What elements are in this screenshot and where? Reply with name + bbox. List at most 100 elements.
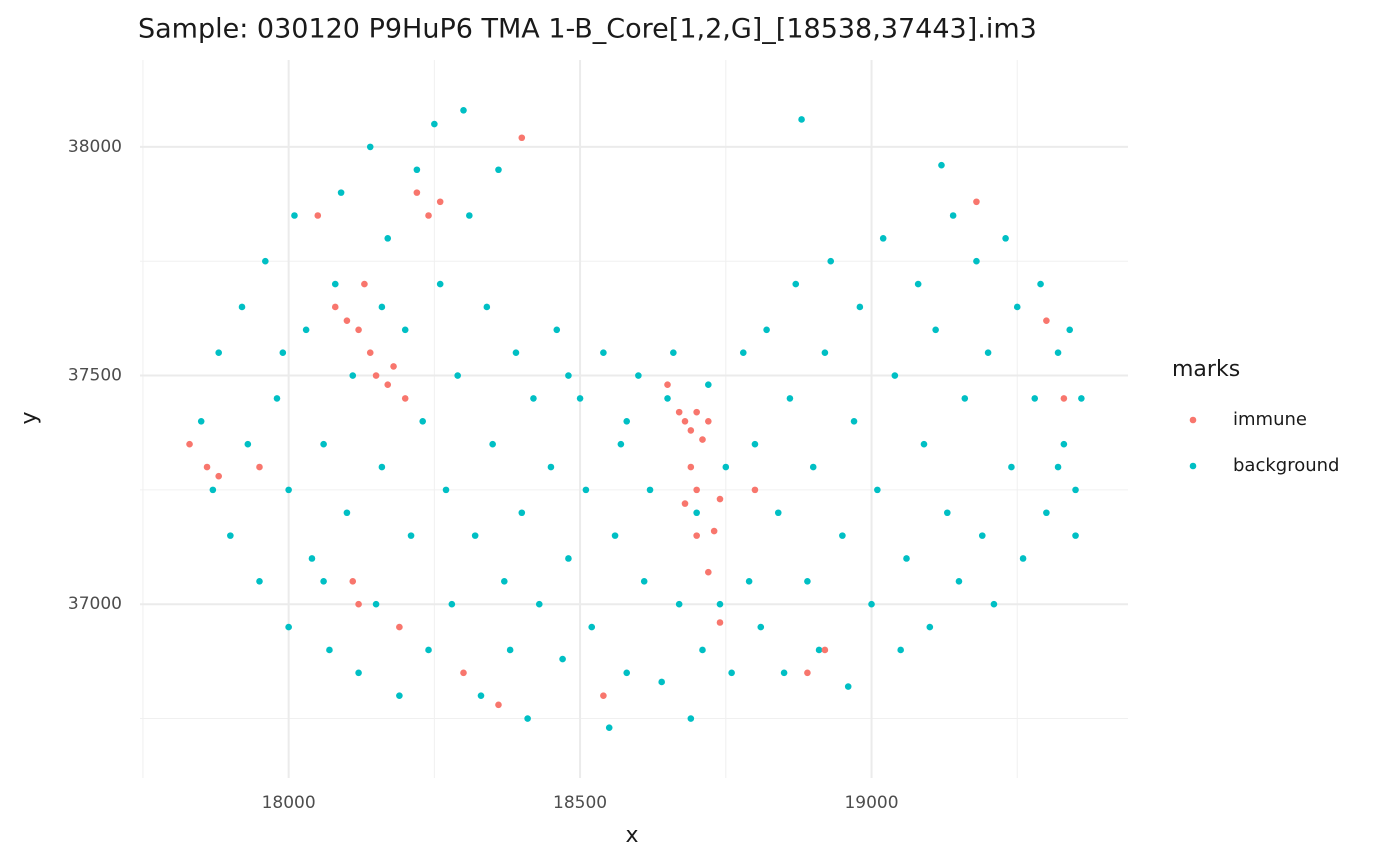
point — [460, 107, 467, 114]
point — [961, 395, 969, 402]
legend-title: marks — [1172, 357, 1240, 382]
point — [658, 678, 665, 686]
point — [1072, 532, 1079, 539]
point — [588, 623, 596, 631]
point — [279, 349, 287, 356]
point — [186, 440, 193, 448]
point — [1002, 235, 1009, 242]
legend-label: immune — [1233, 409, 1307, 430]
point — [1008, 463, 1015, 471]
point — [699, 436, 706, 443]
y-tick-label: 38000 — [68, 137, 122, 157]
point — [739, 349, 747, 356]
y-tick-label: 37500 — [68, 366, 122, 386]
point — [1054, 463, 1062, 471]
point — [471, 532, 479, 539]
point — [413, 166, 421, 174]
point — [699, 646, 706, 654]
point — [897, 646, 904, 654]
point — [413, 189, 421, 196]
x-tick-label: 18500 — [553, 793, 607, 813]
point — [745, 578, 753, 585]
point — [600, 349, 607, 356]
point — [308, 555, 316, 562]
point — [903, 555, 910, 562]
point — [973, 198, 980, 206]
point — [1054, 349, 1062, 356]
point — [337, 189, 345, 196]
point — [757, 623, 765, 631]
point — [203, 463, 211, 471]
point — [804, 669, 811, 677]
point — [710, 527, 718, 535]
point — [728, 669, 735, 677]
point — [850, 417, 858, 425]
point — [646, 486, 654, 494]
point — [535, 600, 543, 608]
point — [331, 303, 339, 311]
point — [454, 372, 461, 379]
point — [675, 408, 683, 416]
point — [547, 463, 555, 471]
point — [215, 472, 222, 480]
point — [501, 578, 508, 585]
point — [623, 669, 631, 677]
point — [355, 600, 362, 608]
point — [827, 257, 835, 265]
point — [285, 623, 292, 631]
point — [425, 646, 432, 654]
point — [448, 600, 456, 608]
point — [716, 600, 724, 608]
point — [442, 486, 450, 494]
point — [215, 349, 222, 356]
point — [705, 381, 712, 389]
point — [600, 692, 607, 699]
point — [1043, 509, 1050, 517]
x-tick-label: 19000 — [844, 793, 898, 813]
point — [361, 280, 368, 288]
point — [944, 509, 951, 517]
point — [524, 715, 531, 722]
point — [466, 212, 473, 219]
point — [559, 655, 566, 663]
point — [477, 692, 485, 699]
point — [209, 486, 217, 494]
point — [378, 303, 386, 311]
point — [938, 161, 945, 169]
point — [396, 692, 403, 699]
point — [436, 280, 444, 288]
point — [681, 417, 689, 425]
point — [390, 363, 397, 370]
point — [716, 495, 724, 503]
point — [705, 568, 712, 576]
point — [495, 166, 502, 174]
point — [926, 623, 934, 631]
point — [640, 578, 648, 585]
point — [238, 303, 246, 311]
point — [856, 303, 864, 311]
point — [780, 669, 788, 677]
legend-key — [1189, 416, 1197, 424]
point — [611, 532, 619, 539]
point — [396, 623, 403, 631]
point — [576, 395, 584, 402]
point — [256, 578, 263, 585]
point — [1037, 280, 1044, 288]
point — [804, 578, 811, 585]
point — [401, 395, 409, 402]
point — [291, 212, 298, 219]
point — [623, 417, 631, 425]
point — [436, 198, 444, 206]
point — [1013, 303, 1021, 311]
point — [839, 532, 846, 539]
point — [868, 600, 875, 608]
point — [518, 509, 526, 517]
point — [879, 235, 887, 242]
point — [844, 683, 852, 690]
point — [1031, 395, 1039, 402]
point — [949, 212, 957, 219]
point — [1060, 395, 1068, 402]
point — [763, 326, 770, 334]
y-axis-title: y — [17, 411, 42, 424]
